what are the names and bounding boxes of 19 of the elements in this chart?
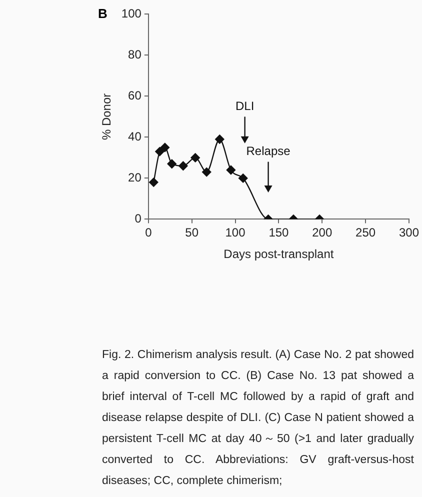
text: B: [98, 6, 108, 21]
x-tick-label: 300: [398, 226, 420, 240]
x-tick-label: 200: [312, 226, 332, 240]
x-tick-label: 0: [145, 226, 152, 240]
x-tick-label: 250: [356, 226, 376, 240]
y-tick-label: 100: [121, 6, 142, 21]
x-tick-label: 100: [225, 226, 246, 240]
annotation: Relapse: [246, 144, 291, 158]
x-axis-title: Days post-transplant: [224, 247, 334, 262]
y-tick-label: 0: [134, 212, 142, 226]
y-tick-label: 80: [128, 48, 142, 62]
x-tick-label: 150: [268, 226, 290, 240]
annotation: DLI: [235, 99, 254, 114]
y-tick-label: 60: [128, 88, 142, 103]
y-tick-label: 40: [128, 130, 142, 144]
y-tick-label: 20: [128, 170, 142, 185]
caption: Fig. 2. Chimerism analysis result. (A) Case No. 2 pat showed a rapid conversion to CC. (B) Case No. 13 pat showed a brief interval of T-cell MC followed by a rapid of graft and disease relapse despite of DLI. (C) Case N patient showed a persistent T-cell MC at day 40～50 (>1 and later gradually converted to CC. Abbreviations: GV graft-versus-host diseases; CC, complete chimerism;: [102, 348, 414, 489]
x-tick-label: 50: [185, 226, 199, 240]
y-axis-title: % Donor: [100, 93, 114, 140]
